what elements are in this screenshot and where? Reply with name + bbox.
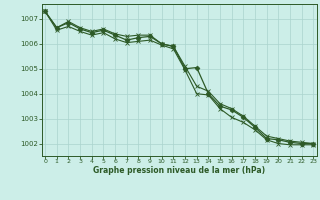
X-axis label: Graphe pression niveau de la mer (hPa): Graphe pression niveau de la mer (hPa) xyxy=(93,166,265,175)
